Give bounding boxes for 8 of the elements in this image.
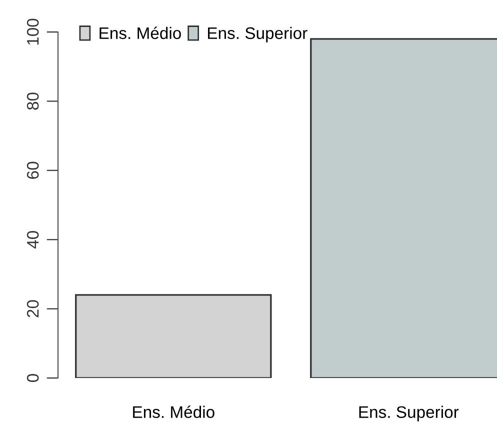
y-tick-label: 40 xyxy=(26,230,39,248)
y-tick-label: 60 xyxy=(26,162,39,179)
legend-label: Ens. Superior xyxy=(208,26,308,42)
y-tick-label: 80 xyxy=(26,92,39,110)
y-tick-label: 0 xyxy=(26,374,39,382)
legend-label: Ens. Médio xyxy=(100,26,181,40)
y-tick-label: 100 xyxy=(26,18,39,45)
y-tick-label: 20 xyxy=(26,300,39,318)
